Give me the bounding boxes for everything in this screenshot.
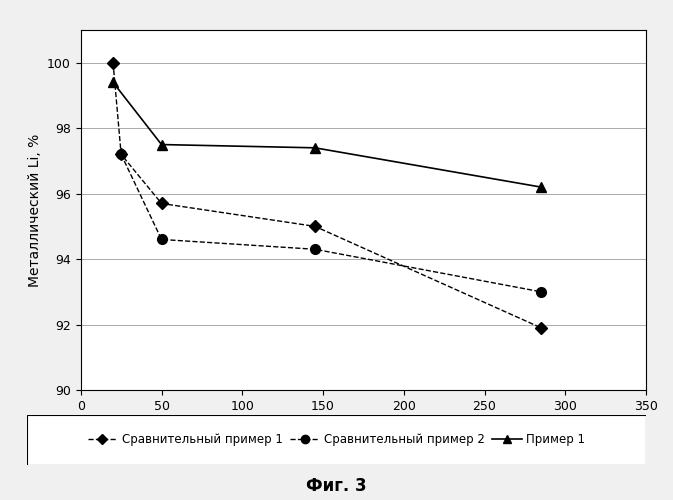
FancyBboxPatch shape	[27, 415, 646, 465]
Legend: Сравнительный пример 1, Сравнительный пример 2, Пример 1: Сравнительный пример 1, Сравнительный пр…	[84, 430, 589, 450]
Text: Фиг. 3: Фиг. 3	[306, 477, 367, 495]
X-axis label: Время, час: Время, час	[324, 418, 403, 432]
Y-axis label: Металлический Li, %: Металлический Li, %	[28, 134, 42, 286]
